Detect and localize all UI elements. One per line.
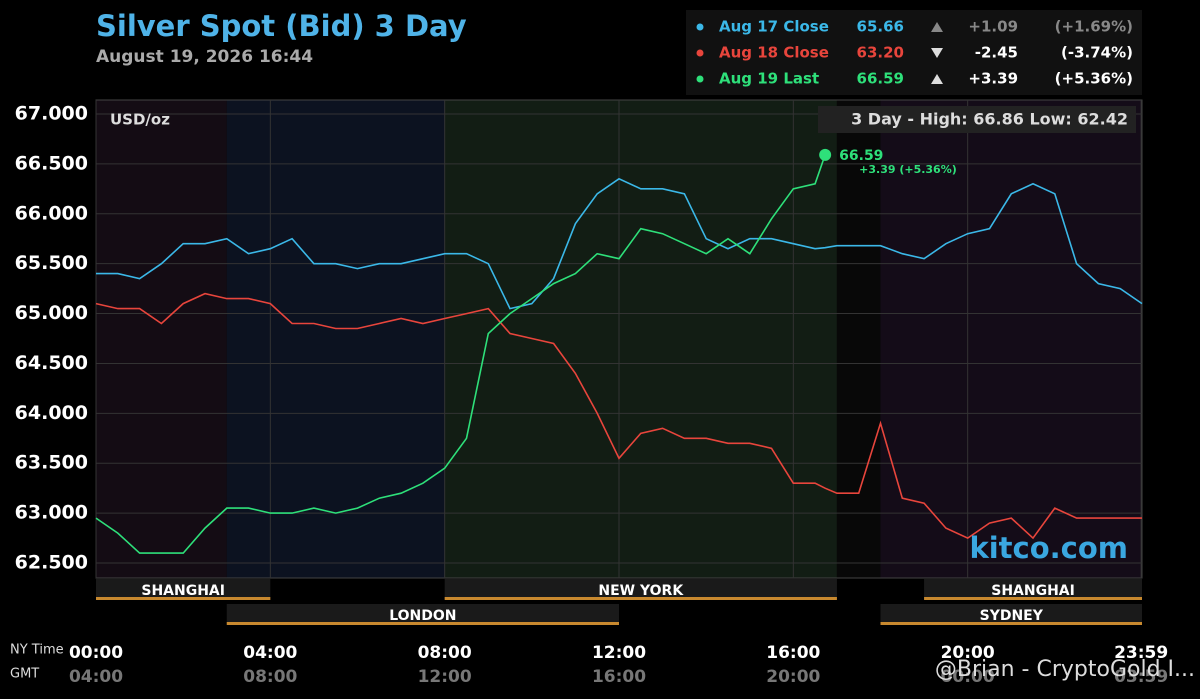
x2-tick-label: 00:00: [941, 667, 995, 687]
session-label: NEW YORK: [598, 583, 684, 599]
legend-arrow: [931, 74, 943, 84]
session-band: [836, 100, 881, 578]
legend-change: +3.39: [968, 70, 1018, 88]
x-tick-label: 16:00: [766, 643, 820, 663]
session-underline: [226, 622, 619, 625]
session-bar: [96, 579, 271, 599]
legend-arrow: [931, 22, 943, 32]
x-tick-label: 23:59: [1114, 643, 1168, 663]
x2-tick-label: 12:00: [418, 667, 472, 687]
x-axis-label: NY Time: [10, 643, 64, 658]
legend-pct: (-3.74%): [1061, 44, 1133, 62]
session-label: SHANGHAI: [991, 583, 1075, 599]
legend-dot: [696, 49, 704, 57]
unit-label: USD/oz: [110, 111, 170, 129]
y-tick-label: 67.000: [15, 102, 88, 124]
series-line: [95, 292, 1142, 540]
overlay-text: @Brian - CryptoGold I...: [935, 657, 1195, 682]
chart-subtitle: August 19, 2026 16:44: [96, 47, 313, 67]
session-bar: [880, 604, 1142, 624]
last-value: 66.59: [839, 148, 883, 164]
legend-change: +1.09: [968, 18, 1018, 36]
session-band: [880, 100, 1142, 578]
y-tick-label: 65.500: [15, 252, 88, 274]
session-label: LONDON: [389, 608, 456, 624]
chart-title: Silver Spot (Bid) 3 Day: [96, 9, 467, 43]
legend-value: 65.66: [857, 18, 904, 36]
session-label: SHANGHAI: [141, 583, 225, 599]
y-tick-label: 65.000: [15, 302, 88, 324]
session-underline: [924, 597, 1142, 600]
watermark: kitco.com: [969, 531, 1128, 565]
session-bar: [924, 579, 1142, 599]
legend-value: 66.59: [857, 70, 904, 88]
x2-axis-label: GMT: [10, 667, 39, 682]
session-underline: [444, 597, 837, 600]
legend-dot: [696, 75, 704, 83]
session-band: [444, 100, 837, 578]
series-line: [96, 177, 1143, 310]
legend-change: -2.45: [975, 44, 1018, 62]
session-underline: [880, 622, 1142, 625]
legend-arrow: [931, 48, 943, 58]
plot-area: 62.500 63.000 63.500 64.000 64.500 65.000 65.5…: [15, 99, 1168, 687]
y-tick-label: 64.500: [15, 352, 88, 374]
legend-pct: (+1.69%): [1055, 18, 1133, 36]
last-change: +3.39 (+5.36%): [859, 163, 957, 176]
session-bar: [444, 579, 837, 599]
legend-dot: [696, 23, 704, 31]
series-line: [95, 154, 826, 554]
session-band: [96, 100, 227, 578]
x2-tick-label: 03:59: [1114, 667, 1168, 687]
y-tick-label: 63.500: [15, 452, 88, 474]
x-tick-label: 20:00: [941, 643, 995, 663]
legend-name: Aug 19 Last: [719, 70, 819, 88]
legend-value: 63.20: [857, 44, 904, 62]
legend-name: Aug 17 Close: [719, 18, 829, 36]
high-low: 3 Day - High: 66.86 Low: 62.42: [851, 110, 1128, 129]
session-underline: [96, 597, 271, 600]
x-tick-label: 04:00: [243, 643, 297, 663]
last-point: [819, 148, 832, 161]
x2-tick-label: 08:00: [243, 667, 297, 687]
legend-box: [686, 10, 1142, 95]
y-tick-label: 63.000: [15, 502, 88, 524]
session-bar: [226, 604, 619, 624]
y-tick-label: 62.500: [15, 552, 88, 574]
session-band: [226, 100, 445, 578]
x-tick-label: 12:00: [592, 643, 646, 663]
y-tick-label: 66.000: [15, 202, 88, 224]
high-low-box: [818, 106, 1136, 133]
x-tick-label: 00:00: [69, 643, 123, 663]
x-tick-label: 08:00: [418, 643, 472, 663]
y-tick-label: 64.000: [15, 402, 88, 424]
x2-tick-label: 04:00: [69, 667, 123, 687]
x2-tick-label: 20:00: [766, 667, 820, 687]
legend-pct: (+5.36%): [1055, 70, 1133, 88]
y-tick-label: 66.500: [15, 152, 88, 174]
session-label: SYDNEY: [980, 608, 1044, 624]
x2-tick-label: 16:00: [592, 667, 646, 687]
legend-name: Aug 18 Close: [719, 44, 829, 62]
